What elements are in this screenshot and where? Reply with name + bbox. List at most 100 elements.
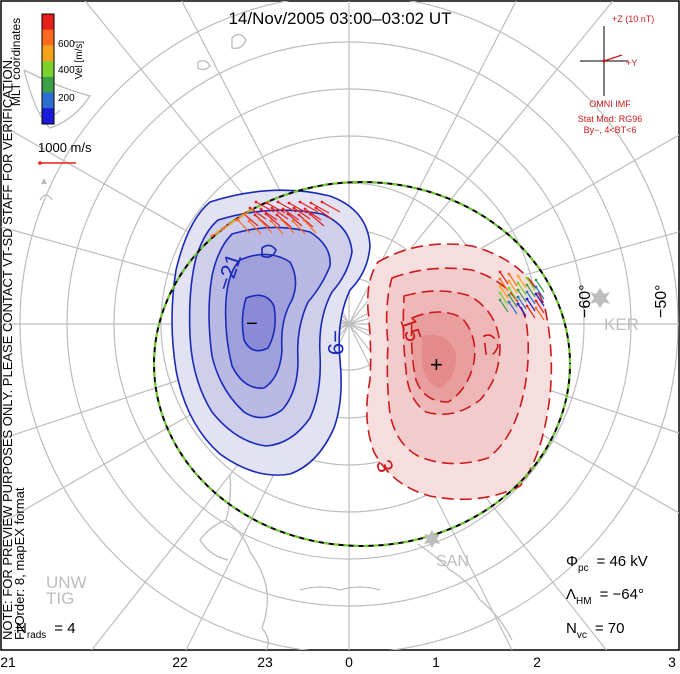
velocity-vector-origin bbox=[525, 304, 529, 308]
velocity-vector-origin bbox=[292, 206, 296, 210]
colorbar-axis-label: Vel [m/s] bbox=[74, 41, 85, 80]
velocity-vector-origin bbox=[516, 274, 520, 278]
imf-condition: By−, 4<BT<6 bbox=[584, 125, 637, 135]
station-label-san: SAN bbox=[436, 553, 469, 570]
station-label-tig: TIG bbox=[46, 589, 74, 608]
velocity-vector-origin bbox=[298, 200, 302, 204]
phi-pc-stat: Φpc = 46 kV bbox=[566, 553, 648, 574]
velocity-vector bbox=[517, 303, 527, 317]
mlt-tick-22: 22 bbox=[172, 654, 188, 670]
velocity-vector-origin bbox=[269, 219, 273, 223]
mlt-axis: 21 22 23 0 1 2 3 bbox=[0, 654, 676, 670]
colorbar-tick-400: 400 bbox=[58, 65, 75, 76]
velocity-vector bbox=[508, 287, 518, 301]
velocity-vector bbox=[271, 207, 289, 220]
colorbar-segment bbox=[42, 29, 54, 46]
velocity-vector bbox=[254, 214, 270, 228]
velocity-vector bbox=[499, 285, 509, 299]
velocity-vector bbox=[526, 305, 536, 319]
colorbar-segment bbox=[42, 61, 54, 78]
velocity-vector-origin bbox=[525, 297, 529, 301]
velocity-vector bbox=[281, 219, 295, 234]
lambda-hm-stat: ΛHM = −64° bbox=[566, 586, 644, 607]
velocity-vector bbox=[526, 277, 536, 291]
velocity-vector-origin bbox=[281, 207, 285, 211]
velocity-vector bbox=[508, 301, 518, 315]
velocity-vector-origin bbox=[498, 298, 502, 302]
san-station-icon bbox=[424, 530, 440, 548]
velocity-vector-origin bbox=[507, 272, 511, 276]
reference-vector bbox=[38, 161, 76, 165]
contour-label-neg-9: −9 bbox=[323, 330, 348, 355]
reference-vector-label: 1000 m/s bbox=[38, 140, 92, 155]
mlt-tick-3: 3 bbox=[668, 654, 676, 670]
velocity-vector-origin bbox=[534, 292, 538, 296]
velocity-vectors bbox=[210, 200, 545, 321]
mlt-tick-23: 23 bbox=[257, 654, 273, 670]
velocity-vector bbox=[303, 219, 317, 234]
colorbar-segment bbox=[42, 45, 54, 62]
velocity-vector bbox=[270, 220, 284, 235]
potential-maximum-marker: + bbox=[430, 352, 443, 377]
velocity-vector-origin bbox=[507, 279, 511, 283]
velocity-vector bbox=[304, 208, 322, 221]
coordinate-system-label: MLT coordinates bbox=[9, 18, 23, 106]
velocity-vector bbox=[292, 220, 306, 235]
velocity-vector bbox=[517, 275, 527, 289]
velocity-vector-origin bbox=[302, 218, 306, 222]
velocity-vector bbox=[508, 280, 518, 294]
velocity-vector-origin bbox=[534, 299, 538, 303]
imf-z-label: +Z (10 nT) bbox=[612, 14, 654, 24]
velocity-vector bbox=[259, 219, 273, 234]
velocity-vector-origin bbox=[254, 200, 258, 204]
velocity-vector-origin bbox=[498, 277, 502, 281]
colorbar-segment bbox=[42, 14, 54, 31]
velocity-vector bbox=[517, 282, 527, 296]
velocity-vector-origin bbox=[498, 291, 502, 295]
velocity-vector bbox=[535, 293, 545, 307]
velocity-vector bbox=[282, 208, 300, 221]
imf-source: OMNI IMF bbox=[589, 99, 631, 109]
colorbar-segment bbox=[42, 92, 54, 109]
ker-station-icon bbox=[590, 288, 610, 308]
velocity-vector bbox=[535, 307, 545, 321]
nrads-stat: Nrads = 4 bbox=[16, 620, 76, 641]
velocity-vector bbox=[287, 213, 303, 227]
statistics: Φpc = 46 kV ΛHM = −64° Nvc = 70 Nrads = 4 bbox=[16, 553, 648, 641]
velocity-vector-origin bbox=[287, 201, 291, 205]
velocity-vector-origin bbox=[320, 200, 324, 204]
imf-vector bbox=[603, 54, 623, 62]
velocity-vector-origin bbox=[247, 219, 251, 223]
velocity-vector-origin bbox=[516, 302, 520, 306]
coastline bbox=[23, 33, 513, 650]
velocity-vector bbox=[260, 208, 278, 221]
velocity-vector-origin bbox=[516, 295, 520, 299]
velocity-vector-origin bbox=[276, 200, 280, 204]
station-label-ker: KER bbox=[604, 315, 639, 334]
velocity-vector bbox=[265, 213, 281, 227]
velocity-vector-origin bbox=[534, 278, 538, 282]
potential-minimum-marker: − bbox=[246, 313, 258, 335]
velocity-vector-origin bbox=[534, 306, 538, 310]
mlt-tick-0: 0 bbox=[345, 654, 353, 670]
velocity-vector bbox=[526, 284, 536, 298]
velocity-vector bbox=[276, 214, 292, 228]
velocity-vector-origin bbox=[216, 230, 220, 234]
velocity-vector-origin bbox=[525, 290, 529, 294]
mlt-tick-21: 21 bbox=[0, 654, 16, 670]
velocity-vector bbox=[243, 213, 259, 227]
velocity-colorbar: 600 400 200 Vel [m/s] bbox=[41, 13, 85, 125]
velocity-vector-origin bbox=[264, 212, 268, 216]
latitude-label-60: −60° bbox=[577, 284, 594, 318]
velocity-vector-origin bbox=[534, 285, 538, 289]
positive-contours bbox=[366, 243, 553, 501]
velocity-vector-origin bbox=[525, 283, 529, 287]
fit-info: FitOrder: 8, mapEX format bbox=[12, 487, 27, 640]
velocity-vector-origin bbox=[228, 222, 232, 226]
velocity-vector-origin bbox=[280, 218, 284, 222]
velocity-vector bbox=[266, 202, 286, 214]
velocity-vector bbox=[526, 291, 536, 305]
